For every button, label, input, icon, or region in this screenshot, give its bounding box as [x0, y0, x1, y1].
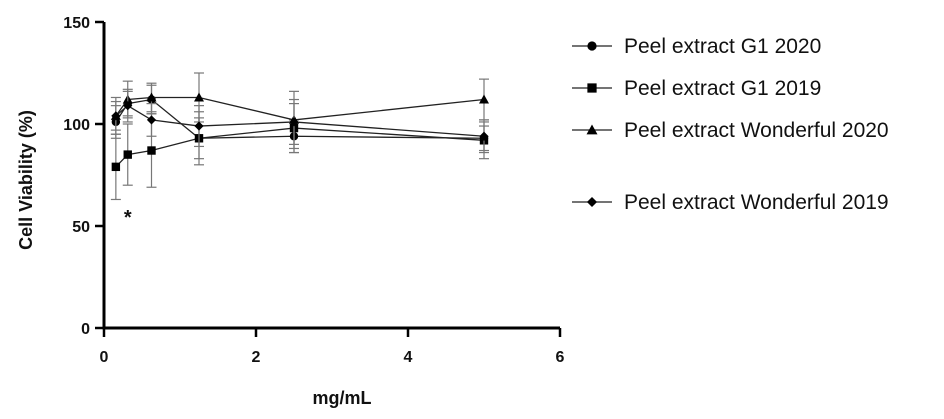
data-point	[111, 111, 121, 121]
data-point	[146, 92, 157, 102]
legend-marker	[587, 41, 597, 51]
legend-label: Peel extract G1 2020	[624, 35, 821, 58]
x-tick-label: 2	[252, 349, 261, 366]
data-point	[146, 115, 157, 125]
data-point	[147, 146, 156, 155]
data-point	[111, 162, 121, 172]
data-point	[123, 101, 133, 111]
axes: 0 2 4 6 0 50 100 150 mg/mL Cell Viability (%)	[16, 15, 565, 408]
data-point	[194, 92, 204, 102]
y-tick-label: 100	[63, 117, 90, 134]
data-point	[479, 94, 489, 104]
x-tick-label: 6	[556, 349, 565, 366]
data-point	[289, 117, 299, 127]
legend-label: Peel extract Wonderful 2020	[624, 119, 889, 142]
data-point	[194, 121, 204, 131]
legend-marker	[586, 196, 598, 208]
series-2	[110, 102, 489, 201]
y-tick-label: 150	[63, 15, 90, 32]
legend-label: Peel extract G1 2019	[624, 77, 821, 100]
x-tick-label: 4	[404, 349, 413, 366]
legend-marker	[587, 83, 597, 93]
series-layer	[110, 72, 489, 201]
annotations: *	[124, 207, 132, 229]
series-line	[115, 96, 485, 121]
data-point	[123, 150, 132, 159]
significance-annotation: *	[124, 207, 132, 229]
legend-item-3: Peel extract Wonderful 2020	[572, 119, 889, 142]
series-line	[115, 104, 485, 137]
legend: Peel extract G1 2020 Peel extract G1 2019…	[572, 35, 889, 214]
y-tick-label: 50	[72, 219, 90, 236]
legend-label: Peel extract Wonderful 2019	[624, 191, 889, 214]
y-axis-title: Cell Viability (%)	[16, 110, 36, 250]
legend-marker	[586, 124, 598, 135]
legend-item-1: Peel extract G1 2020	[572, 35, 821, 58]
legend-item-2: Peel extract G1 2019	[572, 77, 821, 100]
series-line	[115, 127, 485, 168]
data-point	[479, 131, 489, 141]
series-4	[110, 88, 489, 154]
legend-item-4: Peel extract Wonderful 2019	[572, 191, 889, 214]
x-tick-label: 0	[100, 349, 109, 366]
x-axis-title: mg/mL	[312, 388, 371, 408]
y-tick-label: 0	[81, 321, 90, 338]
